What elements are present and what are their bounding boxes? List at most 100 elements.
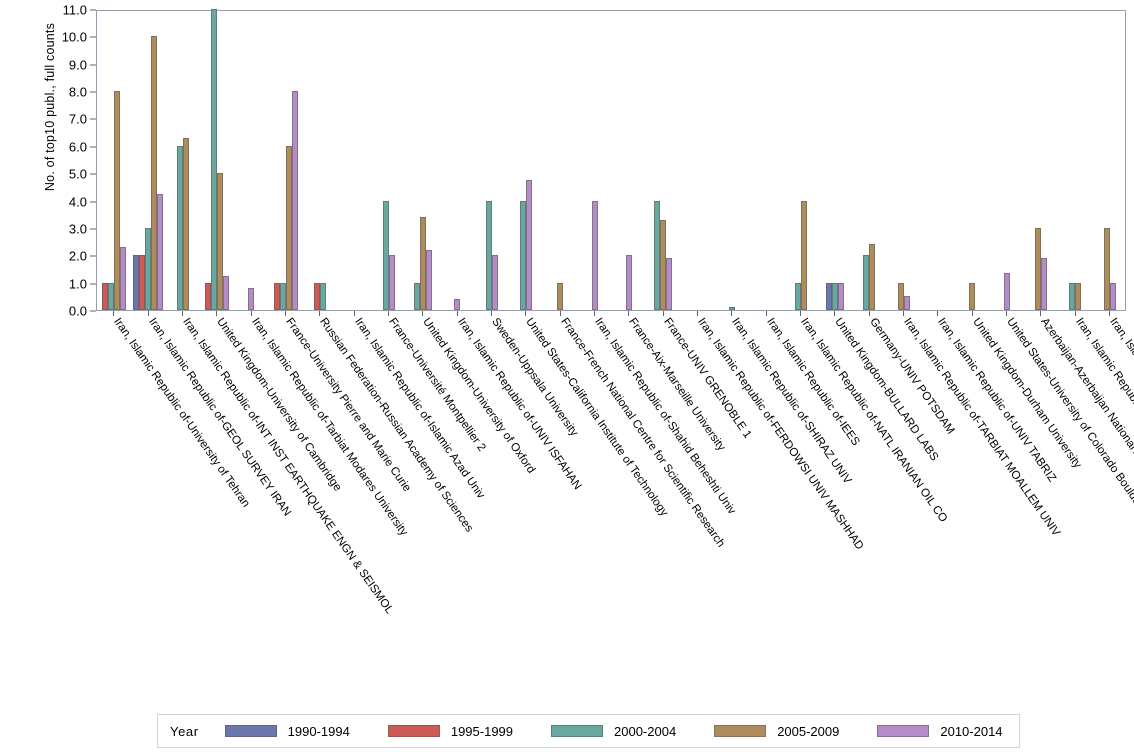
bar-group bbox=[646, 11, 680, 310]
bar bbox=[145, 227, 152, 310]
legend-swatch bbox=[387, 725, 440, 737]
y-axis-tick-label: 4.0 bbox=[68, 194, 87, 210]
x-axis-tick-mark bbox=[971, 311, 973, 316]
bar-group bbox=[475, 11, 509, 310]
bar-group bbox=[578, 11, 612, 310]
y-axis-tick-mark bbox=[90, 173, 96, 175]
x-axis-tick-mark bbox=[490, 311, 492, 316]
bar-group bbox=[131, 11, 165, 310]
bar bbox=[520, 200, 527, 310]
bar bbox=[1041, 258, 1048, 310]
x-axis-tick-mark bbox=[1074, 311, 1076, 316]
bar-group bbox=[955, 11, 989, 310]
y-axis-tick-label: 10.0 bbox=[61, 29, 87, 45]
bar bbox=[120, 247, 127, 310]
y-axis-tick-mark bbox=[90, 146, 96, 148]
x-axis-tick-mark bbox=[765, 311, 767, 316]
bar bbox=[102, 282, 109, 310]
legend: Year 1990-1994 1995-1999 2000-2004 2005-200… bbox=[157, 714, 1020, 748]
bar bbox=[1069, 282, 1076, 310]
y-axis-tick-mark bbox=[90, 255, 96, 257]
bar bbox=[205, 282, 212, 310]
bar bbox=[314, 282, 321, 310]
legend-swatch bbox=[551, 725, 604, 737]
legend-item[interactable]: 2005-2009 bbox=[714, 724, 839, 739]
legend-item[interactable]: 2010-2014 bbox=[877, 724, 1003, 739]
bar-group bbox=[1093, 11, 1127, 310]
x-axis-tick-label: Azerbaijan-Azerbaijan National Academy o… bbox=[1038, 316, 1134, 579]
bar bbox=[1103, 227, 1110, 310]
x-axis-tick-mark bbox=[113, 311, 115, 316]
bar-group bbox=[234, 11, 268, 310]
x-axis-tick-label: France-University Pierre and Marie Curie bbox=[282, 316, 413, 495]
y-axis-tick-label: 0.0 bbox=[68, 303, 87, 319]
y-axis-tick-mark bbox=[90, 36, 96, 38]
legend-title: Year bbox=[170, 723, 199, 739]
x-axis-tick-mark bbox=[662, 311, 664, 316]
y-axis-tick-label: 6.0 bbox=[68, 139, 87, 155]
bar-group bbox=[337, 11, 371, 310]
x-axis-tick-mark bbox=[1040, 311, 1042, 316]
y-axis-tick-mark bbox=[90, 228, 96, 230]
x-axis-tick-mark bbox=[834, 311, 836, 316]
y-axis-tick-label: 3.0 bbox=[68, 221, 87, 237]
bar bbox=[176, 145, 183, 310]
legend-item[interactable]: 1990-1994 bbox=[224, 724, 350, 739]
bar-group bbox=[887, 11, 921, 310]
bar bbox=[151, 36, 158, 310]
bar bbox=[800, 200, 807, 310]
bar bbox=[660, 219, 667, 310]
y-axis-tick-mark bbox=[90, 283, 96, 285]
bar bbox=[729, 307, 736, 310]
bar bbox=[838, 282, 845, 310]
bar-group bbox=[921, 11, 955, 310]
bar bbox=[794, 282, 801, 310]
bar bbox=[273, 282, 280, 310]
bar bbox=[320, 282, 327, 310]
bar-group bbox=[612, 11, 646, 310]
x-axis-tick-mark bbox=[422, 311, 424, 316]
bar bbox=[897, 282, 904, 310]
y-axis-tick-label: 11.0 bbox=[62, 2, 87, 18]
y-axis-tick-mark bbox=[90, 9, 96, 11]
legend-item[interactable]: 1995-1999 bbox=[387, 724, 513, 739]
bar bbox=[869, 244, 876, 310]
bar-group bbox=[818, 11, 852, 310]
bar bbox=[223, 275, 230, 310]
bar bbox=[832, 282, 839, 310]
legend-label: 2000-2004 bbox=[614, 723, 677, 739]
y-axis-tick-mark bbox=[90, 91, 96, 93]
y-axis-tick-mark bbox=[90, 118, 96, 120]
bar bbox=[217, 173, 224, 310]
y-axis-tick-mark bbox=[90, 64, 96, 66]
x-axis-tick-mark bbox=[696, 311, 698, 316]
y-axis-tick-mark bbox=[90, 310, 96, 312]
bar bbox=[139, 255, 146, 310]
x-axis-tick-mark bbox=[387, 311, 389, 316]
bar bbox=[382, 200, 389, 310]
x-axis-tick-mark bbox=[593, 311, 595, 316]
bar bbox=[114, 91, 121, 310]
bar-group bbox=[372, 11, 406, 310]
bars-container bbox=[97, 9, 1127, 310]
bar bbox=[557, 282, 564, 310]
x-axis-tick-mark bbox=[525, 311, 527, 316]
x-axis-tick-mark bbox=[1108, 311, 1110, 316]
bar bbox=[454, 299, 461, 310]
bar bbox=[1035, 227, 1042, 310]
bar bbox=[491, 255, 498, 310]
x-axis-tick-mark bbox=[559, 311, 561, 316]
x-axis-tick-mark bbox=[284, 311, 286, 316]
bar bbox=[666, 258, 673, 310]
bar bbox=[248, 288, 255, 310]
legend-label: 2005-2009 bbox=[777, 723, 840, 739]
bar-group bbox=[749, 11, 783, 310]
legend-swatch bbox=[224, 725, 277, 737]
x-axis-tick-mark bbox=[799, 311, 801, 316]
legend-item[interactable]: 2000-2004 bbox=[551, 724, 676, 739]
bar bbox=[654, 200, 661, 310]
bar-group bbox=[303, 11, 337, 310]
bar-group bbox=[543, 11, 577, 310]
x-axis-tick-label: Iran, Islamic Republic of-UNIV ISFAHAN bbox=[454, 316, 583, 492]
